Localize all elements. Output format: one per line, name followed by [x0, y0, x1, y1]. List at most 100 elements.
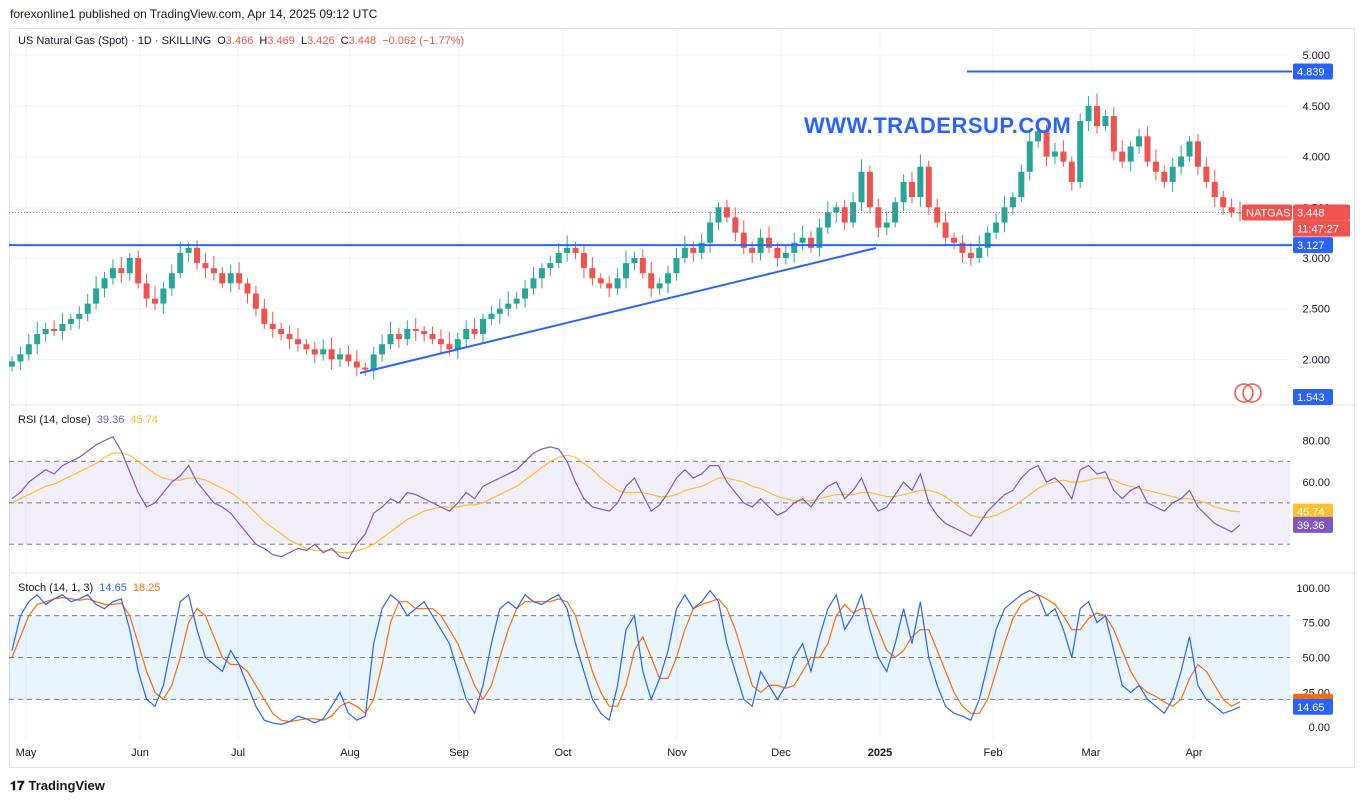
candle-body — [606, 283, 613, 289]
stoch-label: Stoch (14, 1, 3) — [18, 582, 94, 594]
candle-body — [883, 222, 890, 228]
candle-body — [311, 349, 318, 355]
candle-body — [109, 268, 116, 279]
candle-body — [665, 273, 672, 284]
candle-body — [1220, 197, 1227, 208]
candle-body — [967, 252, 974, 258]
candle-body — [345, 354, 352, 362]
x-tick-label: Dec — [771, 747, 791, 759]
rsi-ma-tag: 45.74 — [1297, 507, 1325, 519]
tradingview-logo[interactable]: 𝟏𝟕 TradingView — [10, 778, 105, 794]
candle-body — [76, 313, 83, 319]
candle-body — [227, 273, 234, 284]
rsi-tag-bg — [1293, 516, 1333, 533]
candle-body — [261, 308, 268, 324]
candle-body — [858, 171, 865, 203]
stoch-k-tag: 14.65 — [1297, 702, 1325, 714]
candle-body — [278, 329, 285, 335]
stoch-k-tag-bg — [1293, 698, 1333, 715]
candle-body — [143, 283, 150, 299]
candle-body — [437, 339, 444, 345]
support-tag: 3.127 — [1297, 240, 1325, 252]
candle-body — [715, 207, 722, 223]
candle-body — [1001, 207, 1008, 223]
rsi-ma-tag-bg — [1293, 503, 1333, 520]
candle-body — [59, 323, 66, 332]
candle-body — [1194, 141, 1201, 167]
tradingview-logo-icon: 𝟏𝟕 — [10, 778, 25, 793]
rsi-line — [11, 435, 1241, 560]
candle-body — [480, 318, 487, 335]
open-value: 3.466 — [225, 35, 254, 47]
candle-body — [17, 354, 24, 362]
candle-body — [395, 334, 402, 340]
price-tick-label: 5.000 — [1302, 50, 1330, 62]
rsi-value: 39.36 — [96, 414, 125, 426]
candle-body — [1094, 105, 1101, 127]
candle-body — [555, 252, 562, 264]
candle-body — [934, 207, 941, 223]
stoch-k-value: 14.65 — [99, 582, 127, 594]
chart-frame — [9, 28, 1355, 768]
event-flag-icon — [1242, 383, 1262, 403]
grid — [9, 30, 1355, 740]
x-tick-label: Sep — [449, 747, 469, 759]
candle-body — [951, 237, 958, 243]
candle-body — [252, 293, 259, 309]
candle-body — [564, 247, 571, 253]
candle-body — [1211, 181, 1218, 198]
candle-body — [623, 263, 629, 279]
candle-body — [1136, 136, 1143, 147]
rsi-tick-label: 80.00 — [1302, 436, 1330, 448]
x-tick-label: Jul — [231, 747, 245, 759]
candle-body — [210, 268, 217, 274]
stoch-tick-label: 50.00 — [1302, 653, 1330, 665]
stoch-tick-label: 100.00 — [1296, 583, 1330, 595]
low-tag: 1.543 — [1297, 392, 1325, 404]
stoch-tick-label: 0.00 — [1309, 722, 1330, 734]
candle-body — [101, 278, 108, 289]
candle-body — [993, 222, 1000, 233]
close-label: C — [340, 35, 349, 47]
candle-body — [244, 283, 251, 294]
event-flag-icon — [1234, 383, 1254, 403]
stoch-k-line — [11, 589, 1241, 726]
candle-body — [690, 247, 697, 253]
candle-body — [698, 242, 705, 253]
candle-body — [908, 181, 915, 198]
candle-body — [917, 166, 924, 198]
x-tick-label: Feb — [984, 747, 1003, 759]
candle-body — [34, 334, 41, 345]
high-label: H — [259, 35, 268, 47]
candle-body — [1119, 151, 1126, 162]
candle-body — [942, 222, 949, 238]
stoch-d-value: 18.25 — [132, 582, 161, 594]
stoch-tick-label: 75.00 — [1302, 618, 1330, 630]
candle-body — [328, 349, 335, 360]
candle-body — [841, 207, 848, 223]
candle-body — [597, 278, 604, 284]
candle-body — [1144, 136, 1151, 162]
last-price-tag: 3.448 — [1297, 208, 1325, 220]
x-tick-label: Nov — [667, 747, 687, 759]
x-tick-label: May — [16, 747, 37, 759]
price-tick-label: 4.000 — [1302, 152, 1330, 164]
x-tick-label: 2025 — [868, 747, 892, 759]
candle-body — [404, 329, 411, 340]
candle-body — [1043, 131, 1050, 157]
candle-body — [93, 288, 100, 304]
candle-body — [976, 247, 983, 258]
candle-body — [513, 298, 520, 304]
candle-body — [1169, 166, 1176, 182]
symbol-tag-bg — [1242, 204, 1292, 221]
candle-body — [269, 323, 276, 329]
candle-body — [236, 273, 243, 284]
candle-body — [984, 232, 991, 248]
candle-body — [1110, 116, 1117, 152]
candle-body — [572, 247, 579, 253]
candle-body — [656, 283, 663, 289]
x-tick-label: Jun — [131, 747, 149, 759]
candle-body — [421, 331, 428, 335]
candle-body — [25, 344, 32, 355]
